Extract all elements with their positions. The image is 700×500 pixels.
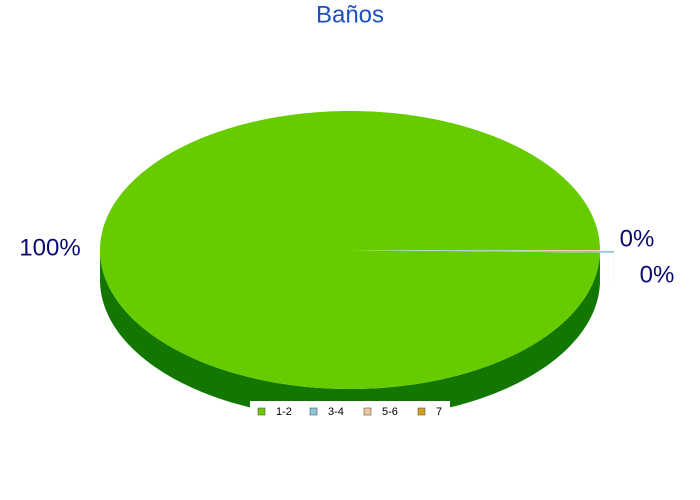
legend-box: [250, 401, 450, 421]
legend-swatch: [363, 407, 372, 416]
data-label: 100%: [19, 234, 80, 261]
data-label: 0%: [620, 225, 655, 252]
chart-title: Baños: [316, 1, 384, 28]
legend-swatch: [417, 407, 426, 416]
legend-label: 7: [436, 406, 442, 418]
slice: [100, 111, 601, 389]
legend-label: 1-2: [276, 406, 292, 418]
data-label: 0%: [640, 261, 675, 288]
legend-label: 3-4: [328, 406, 344, 418]
slice-side: [100, 250, 600, 419]
slice: [350, 250, 600, 251]
legend-swatch: [257, 407, 266, 416]
legend-label: 5-6: [382, 406, 398, 418]
legend-swatch: [309, 407, 318, 416]
slice: [363, 250, 614, 253]
